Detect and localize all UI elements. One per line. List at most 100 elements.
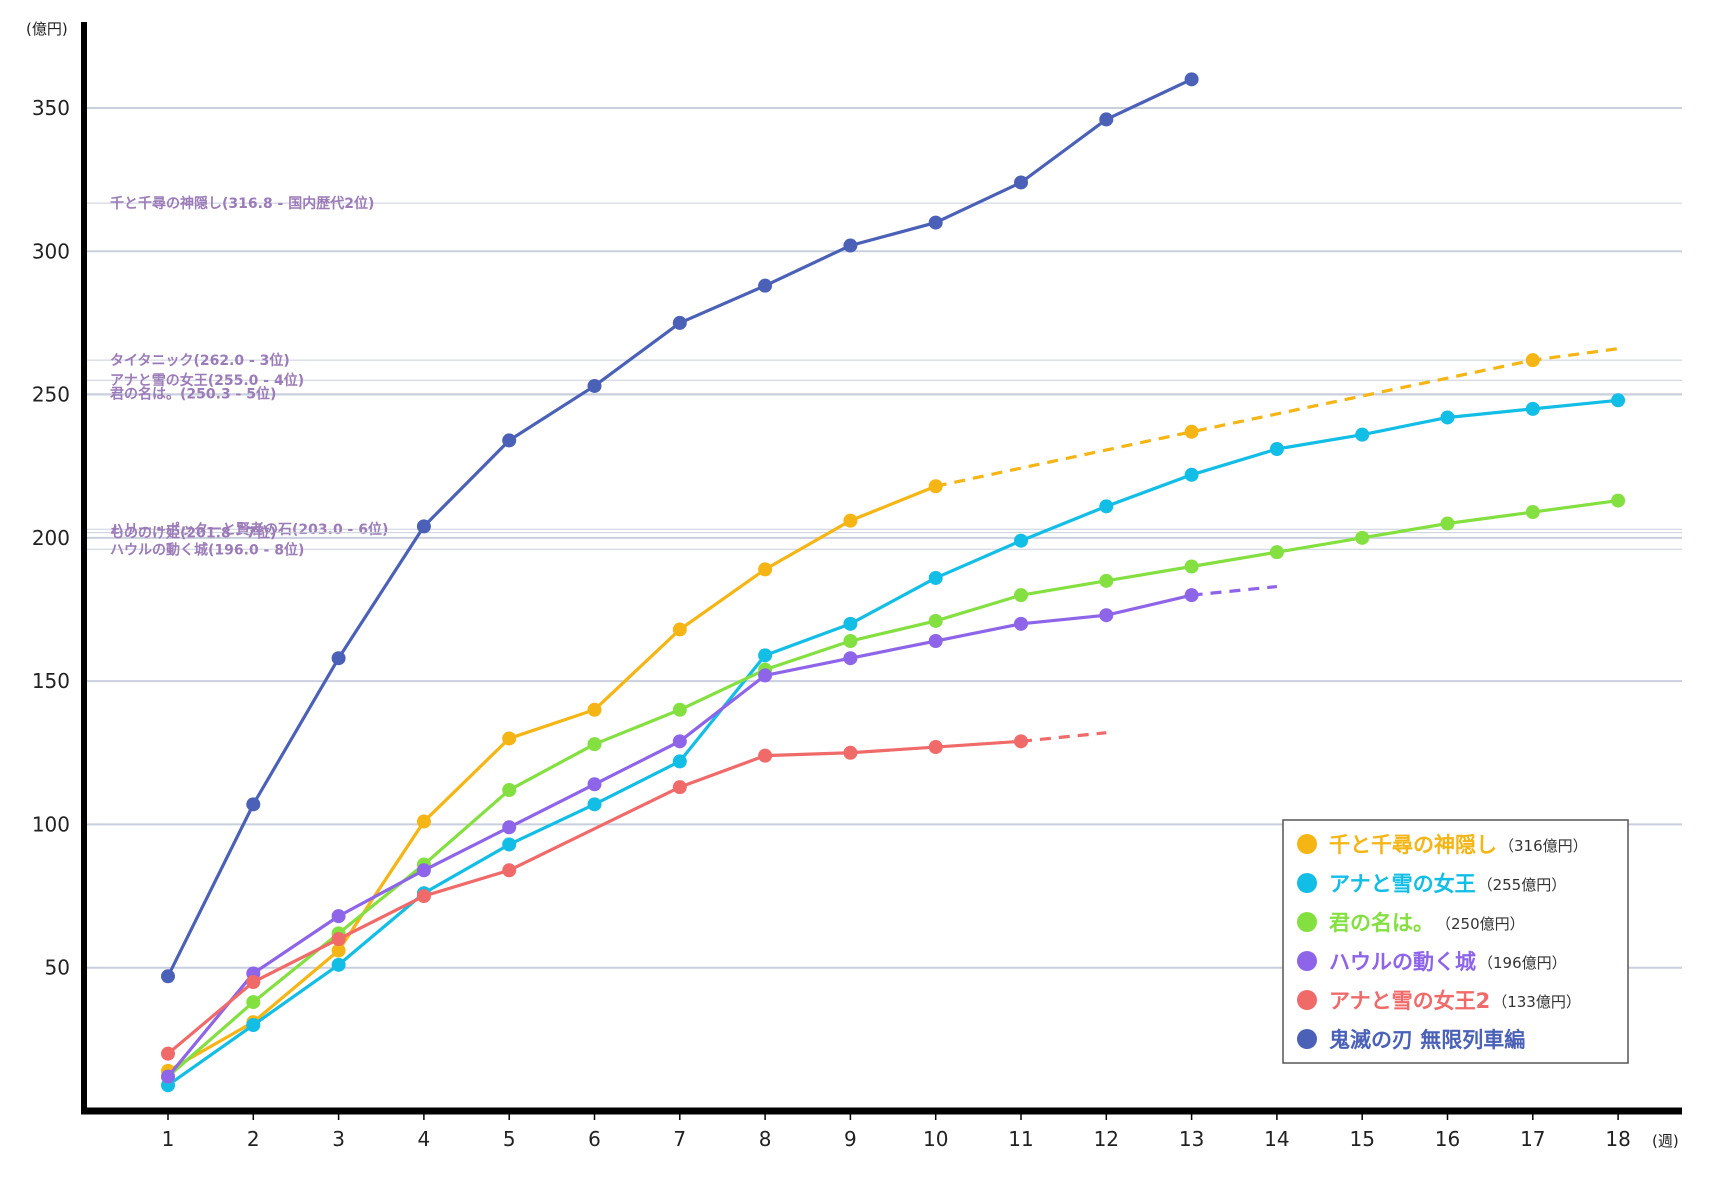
data-point xyxy=(246,1018,261,1033)
series-line xyxy=(167,484,937,1073)
data-point xyxy=(1184,559,1199,574)
data-point xyxy=(1525,353,1540,368)
data-point xyxy=(1440,516,1455,531)
legend-entry-note: （250億円） xyxy=(1436,915,1525,933)
x-tick-label: 14 xyxy=(1264,1127,1289,1151)
y-tick-label: 200 xyxy=(32,526,70,550)
data-point xyxy=(587,702,602,717)
data-point xyxy=(246,975,261,990)
legend-entry-note: （133億円） xyxy=(1492,993,1581,1011)
series-line xyxy=(166,499,1619,1078)
data-point xyxy=(331,909,346,924)
legend-marker xyxy=(1297,912,1317,932)
x-tick-label: 7 xyxy=(673,1127,686,1151)
data-point xyxy=(587,797,602,812)
data-point xyxy=(758,668,773,683)
reference-lines: 千と千尋の神隠し(316.8 - 国内歴代2位) タイタニック(262.0 - 3… xyxy=(84,195,1682,558)
data-point xyxy=(1014,588,1028,603)
legend-marker xyxy=(1297,873,1317,893)
legend-entry-note: （316億円） xyxy=(1499,837,1588,855)
data-point xyxy=(758,562,773,577)
data-point xyxy=(587,378,602,393)
reference-label: 君の名は。(250.3 - 5位) xyxy=(109,386,276,403)
data-point xyxy=(1440,410,1455,425)
reference-label: タイタニック(262.0 - 3位) xyxy=(110,352,290,369)
data-point xyxy=(928,215,943,230)
data-point xyxy=(843,513,858,528)
series-6 xyxy=(161,72,1199,984)
data-point xyxy=(843,651,858,666)
reference-label: 千と千尋の神隠し(316.8 - 国内歴代2位) xyxy=(110,195,374,212)
data-point xyxy=(1014,533,1028,548)
data-point xyxy=(246,797,261,812)
data-point xyxy=(1269,442,1284,457)
series-projection-line xyxy=(935,347,1619,488)
data-point xyxy=(758,748,773,763)
x-tick-label: 6 xyxy=(588,1127,601,1151)
x-tick-label: 15 xyxy=(1349,1127,1374,1151)
data-point xyxy=(1611,393,1626,408)
data-point xyxy=(331,932,346,947)
reference-label: アナと雪の女王(255.0 - 4位) xyxy=(110,372,304,389)
x-tick-label: 13 xyxy=(1179,1127,1204,1151)
x-tick-label: 17 xyxy=(1520,1127,1545,1151)
data-point xyxy=(331,957,346,972)
series-1 xyxy=(161,347,1619,1078)
data-point xyxy=(928,570,943,585)
legend-entry-name: 鬼滅の刃 無限列車編 xyxy=(1329,1028,1525,1052)
data-point xyxy=(1099,499,1114,514)
legend-entry-note: （196億円） xyxy=(1478,954,1567,972)
series-4 xyxy=(161,584,1278,1084)
data-point xyxy=(246,995,261,1010)
reference-label: ハリー・ポッターと賢者の石(203.0 - 6位) xyxy=(110,521,388,538)
data-point xyxy=(1099,573,1114,588)
x-tick-label: 9 xyxy=(844,1127,857,1151)
series-5 xyxy=(161,731,1107,1061)
legend-marker xyxy=(1297,951,1317,971)
data-point xyxy=(928,634,943,649)
series-line xyxy=(167,398,1619,1087)
legend-marker xyxy=(1297,1029,1317,1049)
data-point xyxy=(1014,616,1028,631)
data-point xyxy=(928,740,943,755)
reference-label: ハウルの動く城(196.0 - 8位) xyxy=(110,541,304,558)
x-tick-label: 16 xyxy=(1435,1127,1460,1151)
legend-box xyxy=(1282,819,1629,1064)
data-point xyxy=(1355,427,1370,442)
legend-entry-name: 千と千尋の神隠し xyxy=(1329,833,1497,857)
data-point xyxy=(1099,608,1114,623)
data-point xyxy=(502,731,517,746)
data-point xyxy=(1355,530,1370,545)
legend-entry-name: ハウルの動く城 xyxy=(1329,950,1476,974)
x-tick-label: 18 xyxy=(1605,1127,1630,1151)
x-tick-label: 3 xyxy=(332,1127,345,1151)
data-point xyxy=(416,519,431,534)
reference-label: もののけ姫(201.8 - 7位) xyxy=(110,525,276,542)
data-point xyxy=(161,969,175,984)
data-point xyxy=(843,238,858,253)
x-tick-label: 8 xyxy=(759,1127,772,1151)
series-lines xyxy=(161,72,1626,1093)
y-tick-label: 50 xyxy=(45,956,70,980)
data-point xyxy=(672,754,687,769)
data-point xyxy=(843,616,858,631)
data-point xyxy=(1525,401,1540,416)
y-tick-label: 250 xyxy=(32,383,70,407)
data-point xyxy=(672,734,687,749)
data-point xyxy=(1099,112,1114,127)
x-unit-label: (週) xyxy=(1652,1132,1679,1150)
data-point xyxy=(1184,588,1199,603)
x-tick-label: 2 xyxy=(247,1127,260,1151)
y-tick-label: 300 xyxy=(32,239,70,263)
y-tick-label: 350 xyxy=(32,96,70,120)
grid-lines xyxy=(84,106,1682,969)
data-point xyxy=(331,943,346,958)
data-point xyxy=(758,278,773,293)
data-point xyxy=(843,634,858,649)
y-tick-label: 150 xyxy=(32,669,70,693)
legend-marker xyxy=(1297,990,1317,1010)
data-point xyxy=(928,479,943,494)
